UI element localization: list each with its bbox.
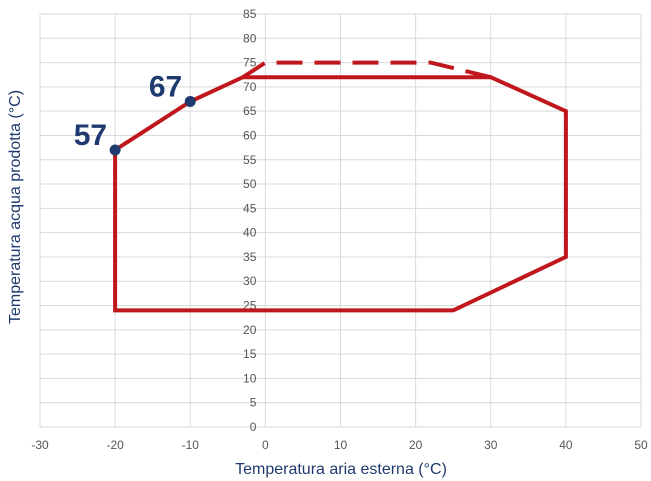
y-tick-label: 35 (243, 250, 257, 264)
x-tick-label: -20 (106, 438, 124, 452)
data-point-label: 57 (74, 119, 107, 152)
x-axis-title: Temperatura aria esterna (°C) (235, 461, 447, 478)
y-tick-label: 55 (243, 153, 257, 167)
y-tick-label: 60 (243, 128, 257, 142)
y-tick-label: 75 (243, 56, 257, 70)
series-group (113, 60, 568, 313)
y-tick-label: 40 (243, 226, 257, 240)
grid-lines (39, 13, 642, 428)
x-tick-label: -30 (31, 438, 49, 452)
envelope-line-solid (113, 75, 568, 313)
y-axis-title: Temperatura acqua prodotta (°C) (7, 90, 24, 324)
y-tick-label: 70 (243, 80, 257, 94)
y-tick-label: 15 (243, 347, 257, 361)
y-tick-label: 45 (243, 201, 257, 215)
data-point-marker (109, 144, 121, 156)
y-tick-label: 30 (243, 274, 257, 288)
y-tick-label: 10 (243, 371, 257, 385)
y-tick-label: 20 (243, 323, 257, 337)
x-tick-label: 0 (262, 438, 269, 452)
y-tick-label: 65 (243, 104, 257, 118)
y-tick-label: 5 (250, 396, 257, 410)
data-point-label: 67 (149, 70, 182, 103)
x-tick-label: 10 (334, 438, 348, 452)
x-tick-label: 20 (409, 438, 423, 452)
marker-group: 57 67 (74, 70, 196, 156)
x-tick-label: 30 (484, 438, 498, 452)
x-tick-label: -10 (182, 438, 200, 452)
y-tick-label: 80 (243, 31, 257, 45)
x-tick-labels: -30 -20 -10 0 10 20 30 40 50 (31, 438, 648, 452)
y-tick-label: 50 (243, 177, 257, 191)
data-point-marker (184, 95, 196, 107)
envelope-line-dashed (241, 60, 492, 80)
y-tick-label: 0 (250, 420, 257, 434)
y-tick-label: 85 (243, 7, 257, 21)
x-tick-label: 40 (559, 438, 573, 452)
x-tick-label: 50 (634, 438, 648, 452)
